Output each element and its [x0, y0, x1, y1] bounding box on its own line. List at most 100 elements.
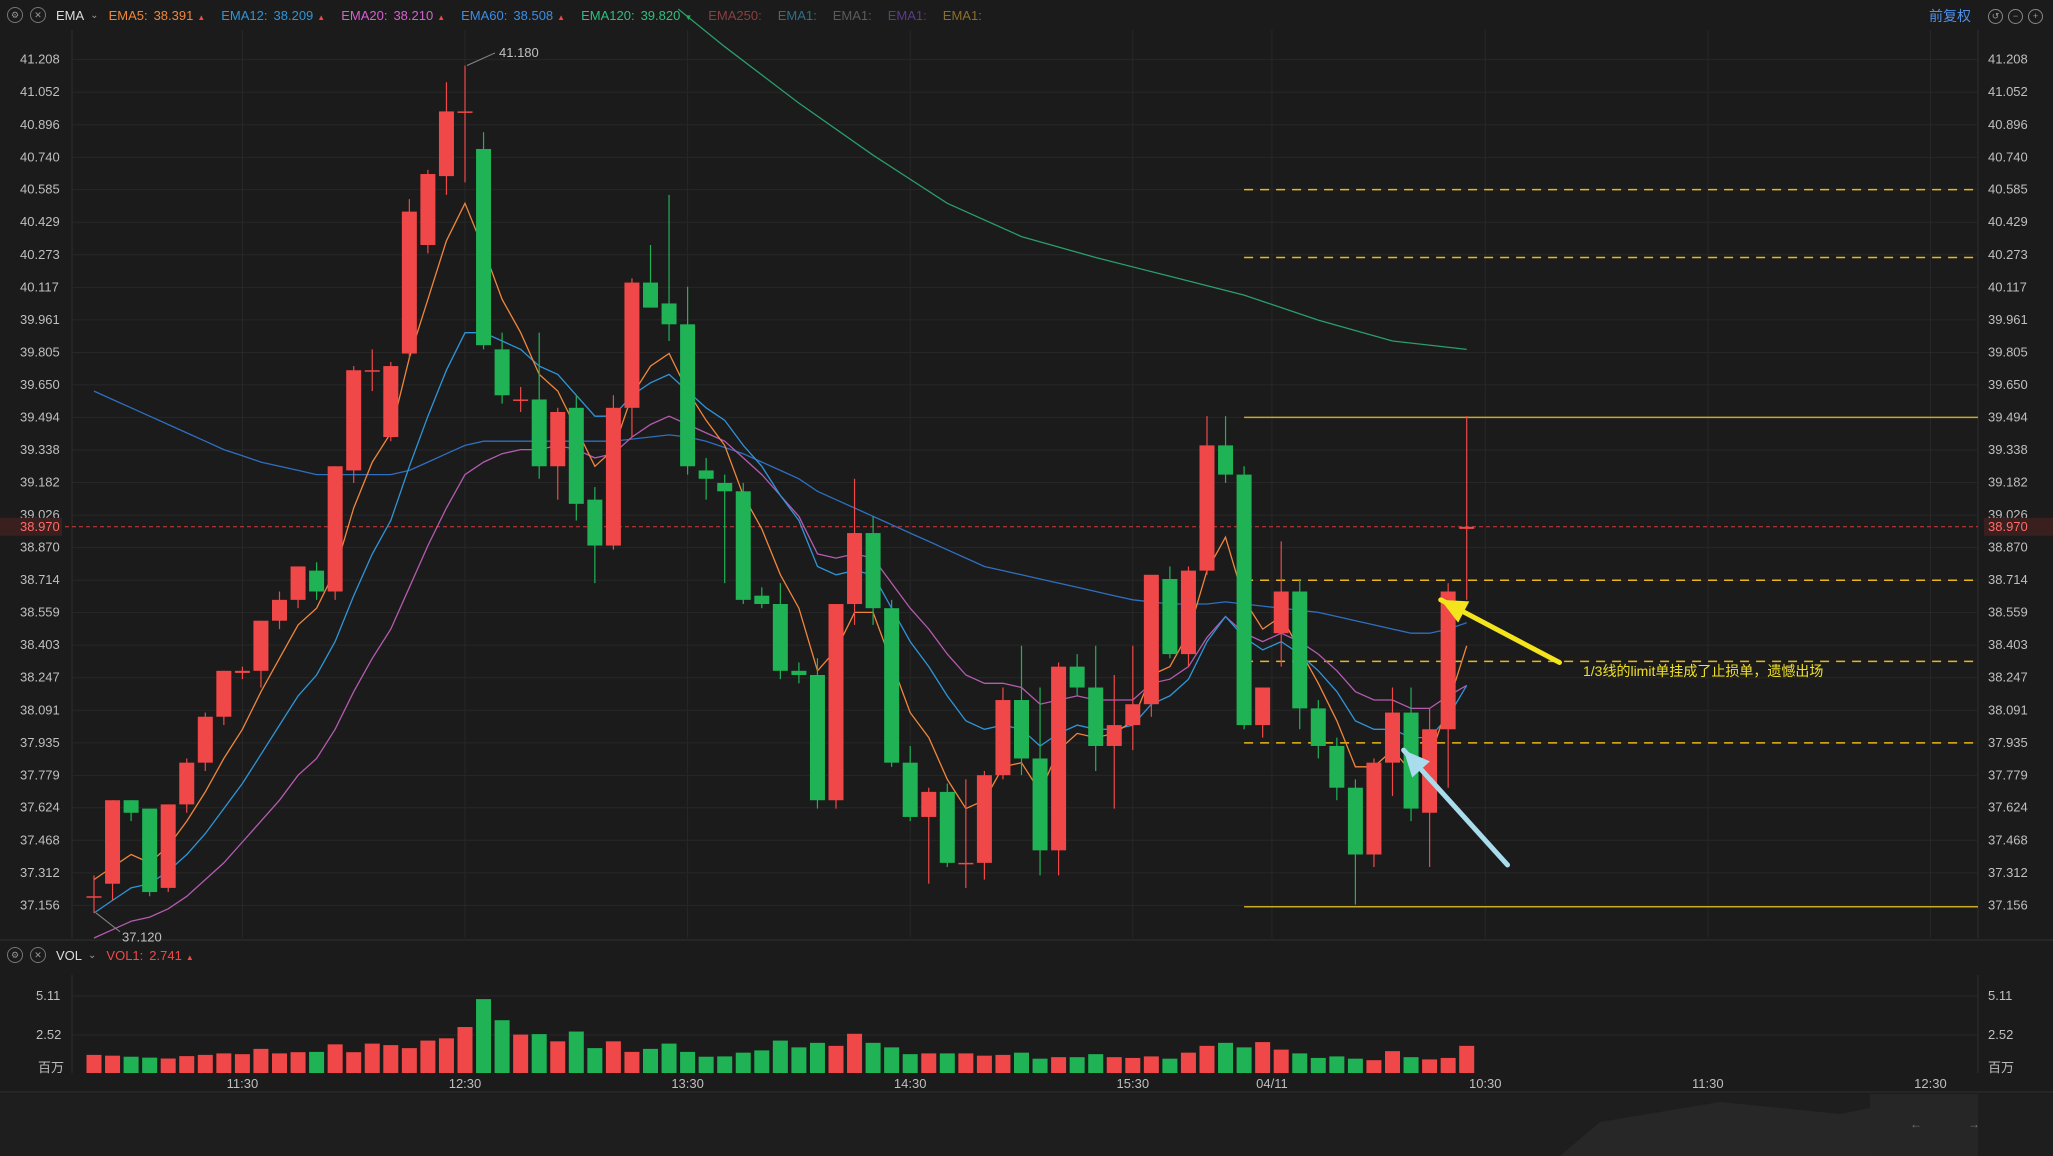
volume-bar	[1106, 1057, 1122, 1073]
vol-unit-left: 百万	[38, 1060, 64, 1075]
y-tick-label-left: 40.740	[20, 149, 60, 164]
volume-bar	[717, 1056, 733, 1073]
candle-body	[698, 470, 714, 479]
volume-bar	[1051, 1057, 1067, 1073]
volume-bar	[1255, 1042, 1271, 1073]
volume-bar	[921, 1053, 937, 1073]
settings-icon[interactable]: ⚙	[7, 947, 23, 963]
x-tick-label: 13:30	[671, 1076, 704, 1091]
close-icon[interactable]: ✕	[30, 7, 46, 23]
legend-item[interactable]: EMA1:	[778, 8, 817, 23]
indicator-name[interactable]: VOL	[56, 947, 83, 963]
candle-body	[643, 282, 658, 308]
y-tick-label-right: 37.624	[1988, 800, 2028, 815]
current-price-tag-left	[0, 517, 62, 536]
indicator-name[interactable]: EMA	[56, 7, 85, 23]
legend-label: EMA5:	[108, 7, 148, 23]
y-tick-label-left: 41.208	[20, 52, 60, 67]
legend-label: EMA1:	[887, 7, 927, 23]
legend-label: EMA1:	[832, 7, 872, 23]
y-tick-label-left: 37.312	[20, 865, 60, 880]
legend-label: EMA12:	[221, 7, 268, 23]
legend-label: EMA250:	[708, 7, 762, 23]
volume-bar	[1088, 1054, 1104, 1073]
legend-item[interactable]: EMA1:	[833, 8, 872, 23]
candle-body	[661, 303, 677, 325]
legend-item[interactable]: EMA120: 39.820 ▼	[581, 8, 692, 23]
candle-body	[1199, 445, 1215, 571]
y-tick-label-left: 37.468	[20, 832, 60, 847]
legend-item[interactable]: EMA1:	[888, 8, 927, 23]
volume-bar	[1347, 1058, 1363, 1073]
volume-bar	[884, 1047, 900, 1073]
legend-item[interactable]: EMA60: 38.508 ▲	[461, 8, 565, 23]
x-tick-label: 11:30	[1692, 1076, 1724, 1091]
candle-body	[1069, 666, 1085, 688]
candle-body	[216, 670, 232, 717]
candle-body	[513, 399, 529, 401]
high-price-label: 41.180	[499, 45, 539, 60]
candle-body	[290, 566, 306, 600]
legend-item[interactable]: VOL1: 2.741 ▲	[106, 948, 193, 963]
trend-up-icon: ▲	[557, 12, 566, 22]
candle-body	[568, 407, 584, 504]
y-tick-label-left: 38.403	[20, 637, 60, 652]
candle-body	[1032, 758, 1048, 851]
candle-body	[1310, 708, 1326, 746]
zoom-out-icon[interactable]: −	[2008, 8, 2023, 24]
chevron-down-icon[interactable]: ⌄	[90, 9, 99, 21]
volume-bar	[1143, 1056, 1159, 1073]
volume-bar	[1273, 1049, 1289, 1073]
candle-body	[809, 674, 825, 801]
close-icon[interactable]: ✕	[30, 947, 46, 963]
candle-body	[531, 399, 547, 467]
candle-body	[1162, 578, 1178, 655]
legend-item[interactable]: EMA250:	[708, 8, 761, 23]
volume-bar	[902, 1054, 918, 1073]
y-tick-label-left: 39.961	[20, 312, 60, 327]
volume-bar	[772, 1040, 788, 1073]
candle-body	[401, 211, 417, 354]
candle-body	[865, 533, 881, 609]
legend-label: EMA120:	[581, 7, 635, 23]
volume-bar	[643, 1048, 658, 1073]
settings-icon[interactable]: ⚙	[7, 7, 23, 23]
chevron-down-icon[interactable]: ⌄	[88, 949, 97, 961]
volume-bar	[1292, 1053, 1308, 1073]
y-tick-label-right: 40.585	[1988, 182, 2028, 197]
volume-bar	[1032, 1058, 1048, 1073]
legend-item[interactable]: EMA5: 38.391 ▲	[109, 8, 206, 23]
adjust-mode-button[interactable]: 前复权	[1929, 8, 1971, 24]
legend-item[interactable]: EMA12: 38.209 ▲	[221, 8, 325, 23]
y-tick-label-right: 40.740	[1988, 149, 2028, 164]
candle-body	[383, 366, 399, 438]
y-tick-label-right: 37.156	[1988, 897, 2028, 912]
vol-legends: VOL1: 2.741 ▲	[106, 948, 209, 963]
volume-bar	[976, 1055, 992, 1073]
candle-body	[327, 466, 343, 592]
vol-tick-label-left: 2.52	[36, 1027, 61, 1042]
candle-body	[605, 407, 621, 546]
legend-item[interactable]: EMA20: 38.210 ▲	[341, 8, 445, 23]
volume-bar	[123, 1056, 139, 1073]
zoom-in-icon[interactable]: +	[2028, 8, 2043, 24]
candle-body	[995, 700, 1011, 776]
volume-bar	[476, 999, 492, 1073]
candle-body	[160, 804, 176, 888]
volume-bar	[1329, 1056, 1345, 1073]
candle-body	[1347, 787, 1363, 855]
volume-bar	[939, 1053, 955, 1073]
legend-value: 38.209	[273, 7, 314, 23]
candle-body	[587, 499, 603, 546]
trend-up-icon: ▲	[185, 952, 194, 962]
volume-bar	[958, 1053, 974, 1073]
volume-bar	[346, 1052, 362, 1073]
candle-body	[1218, 445, 1234, 475]
legend-item[interactable]: EMA1:	[943, 8, 982, 23]
volume-bar	[160, 1058, 176, 1073]
undo-icon[interactable]: ↺	[1988, 8, 2003, 24]
current-price-label-left: 38.970	[20, 519, 60, 534]
y-tick-label-right: 40.273	[1988, 247, 2028, 262]
y-tick-label-right: 40.117	[1988, 279, 2027, 294]
